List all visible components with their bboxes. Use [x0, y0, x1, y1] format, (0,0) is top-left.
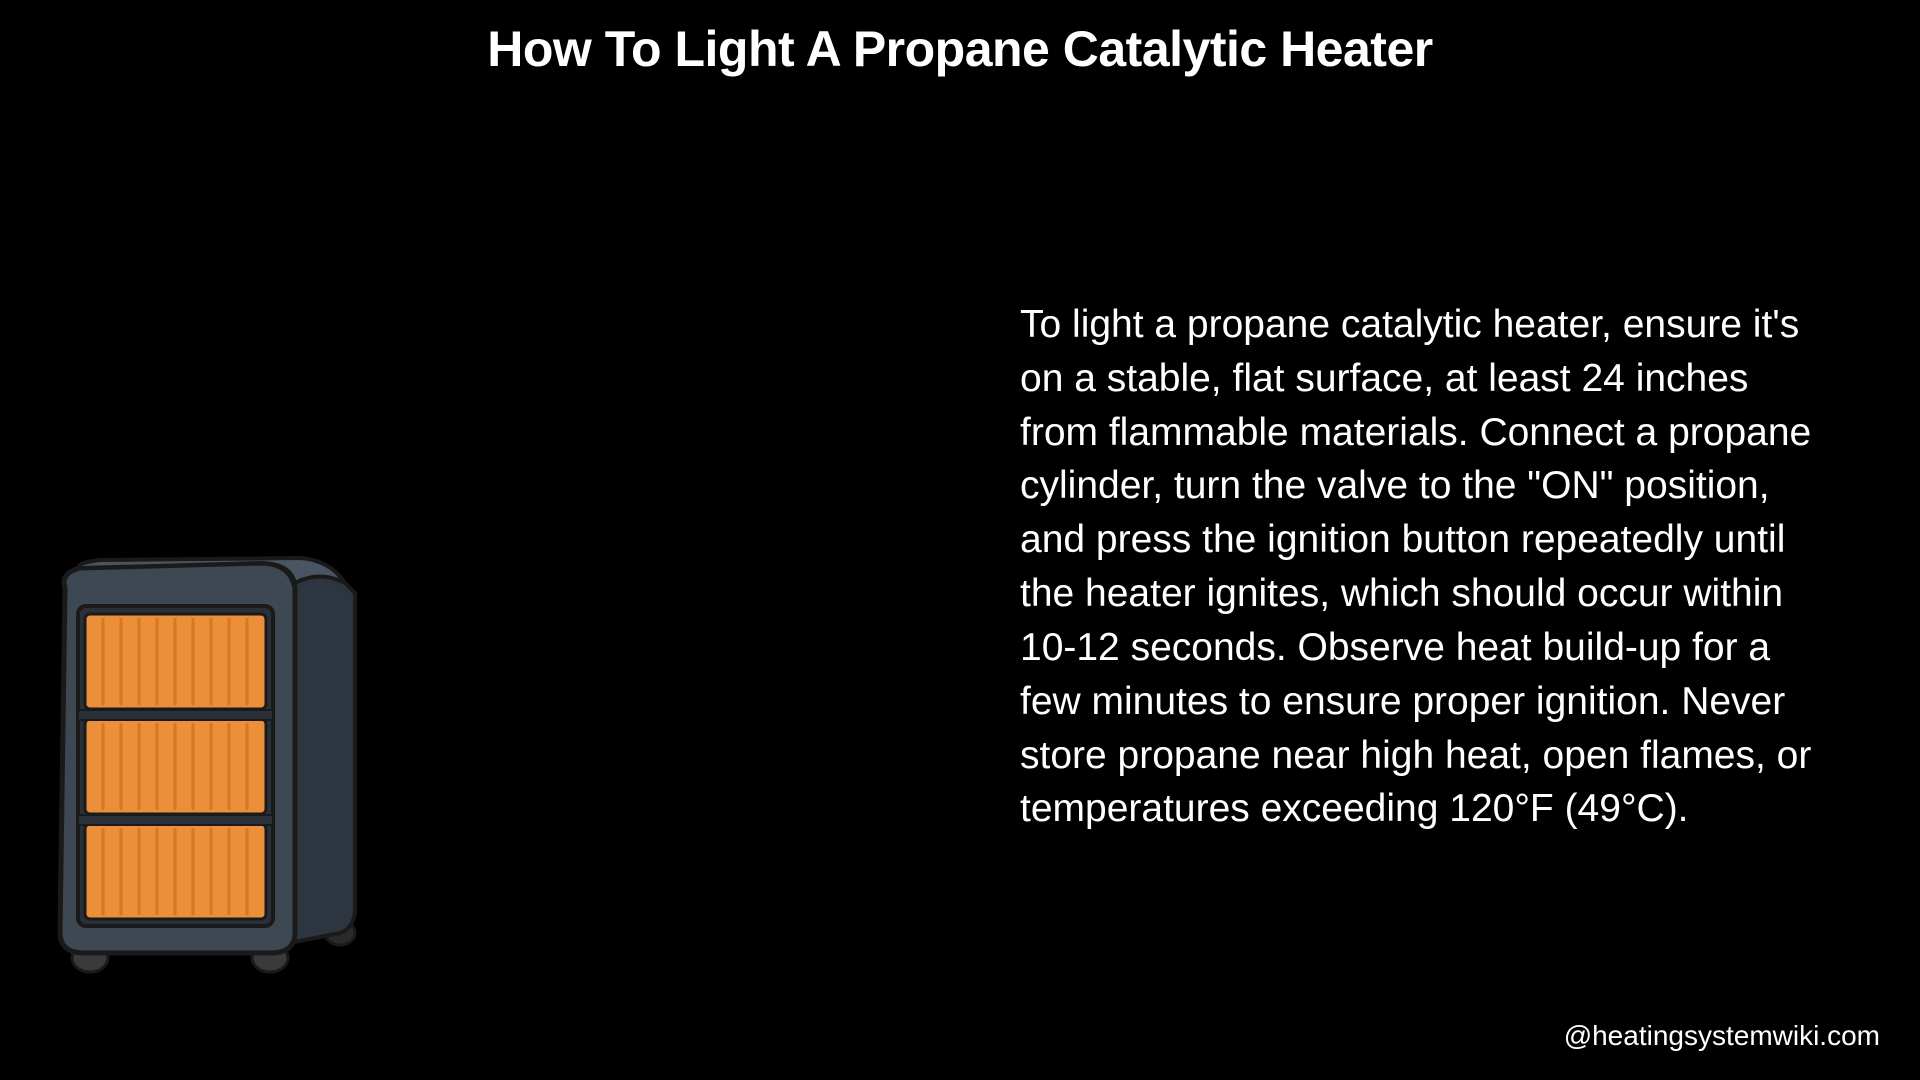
body-text: To light a propane catalytic heater, ens…: [1020, 298, 1820, 836]
attribution-text: @heatingsystemwiki.com: [1564, 1020, 1880, 1052]
heater-icon: [30, 538, 360, 978]
page-title: How To Light A Propane Catalytic Heater: [0, 0, 1920, 78]
content-area: To light a propane catalytic heater, ens…: [0, 78, 1920, 1058]
